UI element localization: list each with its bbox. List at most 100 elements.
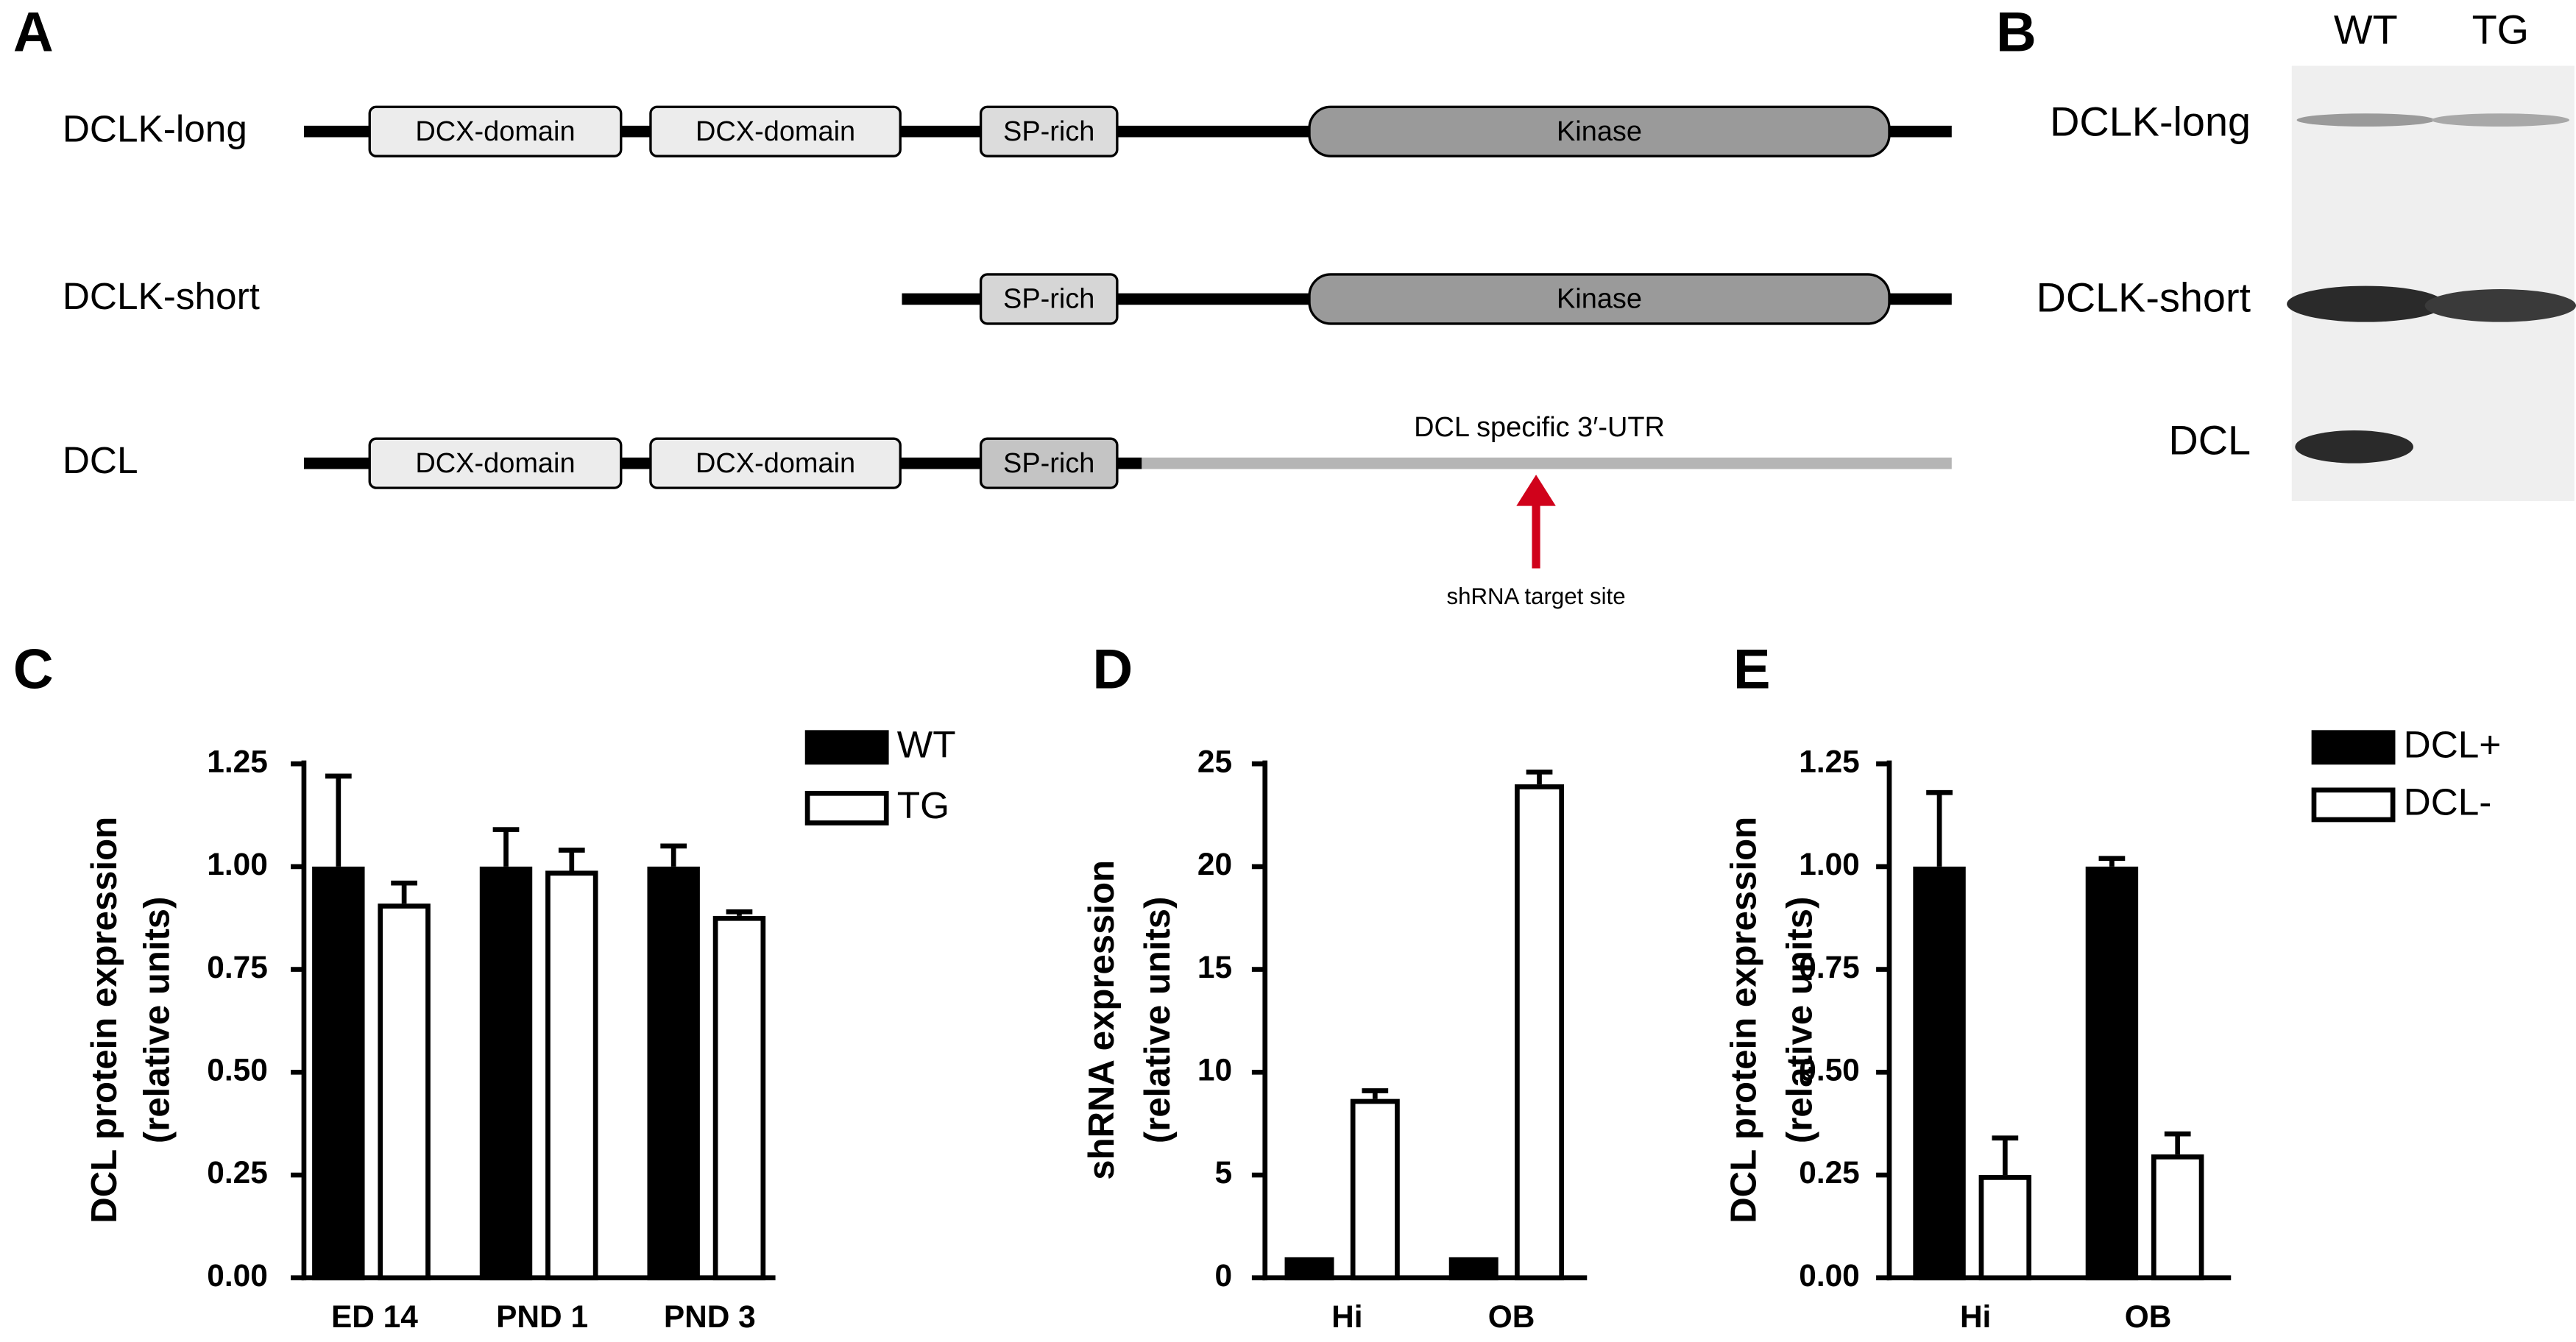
bar [1913,866,1966,1281]
row-label: DCL [63,439,138,481]
domain-label: DCX-domain [696,448,855,479]
bar [378,903,431,1281]
x-tick-label: PND 1 [496,1299,588,1334]
error-bar [391,880,417,904]
legend-label: TG [897,784,949,826]
bar [647,866,700,1281]
y-tick-label: 20 [1197,847,1232,881]
domain-box [1308,273,1891,325]
x-tick-label: PND 3 [664,1299,756,1334]
domain-label: DCX-domain [696,116,855,147]
error-bar [558,848,585,871]
error-bar [1526,769,1553,785]
error-bar [2164,1131,2191,1155]
y-axis-label: shRNA expression [1082,860,1122,1180]
y-tick-label: 1.00 [1799,847,1860,881]
panel-label: A [13,1,54,63]
legend-label: DCL- [2404,781,2492,823]
domain-label: Kinase [1557,284,1642,315]
y-axis-label: (relative units) [1780,897,1820,1144]
y-tick-label: 1.00 [207,847,268,881]
domain-box [979,273,1119,325]
y-tick-label: 10 [1197,1053,1232,1087]
y-tick-label: 0.00 [1799,1258,1860,1293]
y-tick-label: 1.25 [1799,744,1860,778]
arrow-head [1516,475,1556,506]
y-tick-label: 0.75 [1799,950,1860,984]
domain-box [368,437,623,489]
domain-label: SP-rich [1003,284,1094,315]
domain-box [979,437,1119,489]
x-tick-label: Hi [1960,1299,1991,1334]
domain-label: SP-rich [1003,116,1094,147]
bar [312,866,365,1281]
error-bar [325,773,352,867]
band [2287,285,2445,322]
y-tick-label: 5 [1215,1155,1233,1190]
legend-swatch [804,790,889,826]
x-tick-label: Hi [1331,1299,1362,1334]
bar [545,870,598,1281]
lane-label: WT [2334,7,2398,53]
bar [2085,866,2139,1281]
y-tick-label: 0.50 [207,1053,268,1087]
utr-label: DCL specific 3′-UTR [1414,412,1665,443]
arrow-label: shRNA target site [1446,583,1625,609]
y-tick-label: 0.25 [1799,1155,1860,1190]
bar [1350,1098,1400,1281]
y-tick-label: 1.25 [207,744,268,778]
band [2296,113,2435,127]
error-bar [1992,1135,2019,1176]
y-tick-label: 25 [1197,744,1232,778]
band [2295,430,2414,464]
error-bar [1926,789,1953,867]
panel-label: C [13,638,54,700]
legend-label: WT [897,723,956,765]
y-tick-label: 0.75 [207,950,268,984]
y-tick-label: 0.25 [207,1155,268,1190]
lane-label: TG [2472,7,2529,53]
bar [712,915,766,1281]
panel-label: D [1092,638,1133,700]
error-bar [660,843,687,867]
band-label: DCLK-short [2037,274,2251,320]
y-axis-label: DCL protein expression [85,817,124,1224]
y-tick-label: 0.50 [1799,1053,1860,1087]
bar [1448,1257,1498,1281]
domain-box [649,437,902,489]
row-label: DCLK-long [63,107,247,149]
y-tick-label: 0.00 [207,1258,268,1293]
domain-box [649,105,902,157]
row-label: DCLK-short [63,275,260,317]
domain-label: SP-rich [1003,448,1094,479]
y-tick-label: 0 [1215,1258,1233,1293]
bar [479,866,533,1281]
panel-label: E [1733,638,1771,700]
panel-label: B [1996,1,2037,63]
domain-box [979,105,1119,157]
legend-swatch [2311,787,2396,823]
band [2424,289,2576,322]
band-label: DCL [2168,417,2251,464]
bar [1978,1175,2032,1281]
error-bar [1362,1088,1389,1099]
blot [2291,65,2575,501]
error-bar [726,909,753,916]
y-axis-label: (relative units) [1138,897,1178,1144]
domain-label: DCX-domain [415,448,575,479]
legend-swatch [2311,730,2396,765]
bar [1284,1257,1334,1281]
error-bar [492,827,520,867]
domain-box [1308,105,1891,157]
legend-label: DCL+ [2404,723,2502,765]
band-label: DCLK-long [2050,99,2251,145]
bar [2151,1154,2204,1281]
band [2431,113,2570,127]
bar [1515,784,1564,1281]
x-tick-label: OB [2125,1299,2172,1334]
legend-swatch [804,730,889,765]
y-axis-label: DCL protein expression [1724,817,1764,1224]
domain-label: DCX-domain [415,116,575,147]
